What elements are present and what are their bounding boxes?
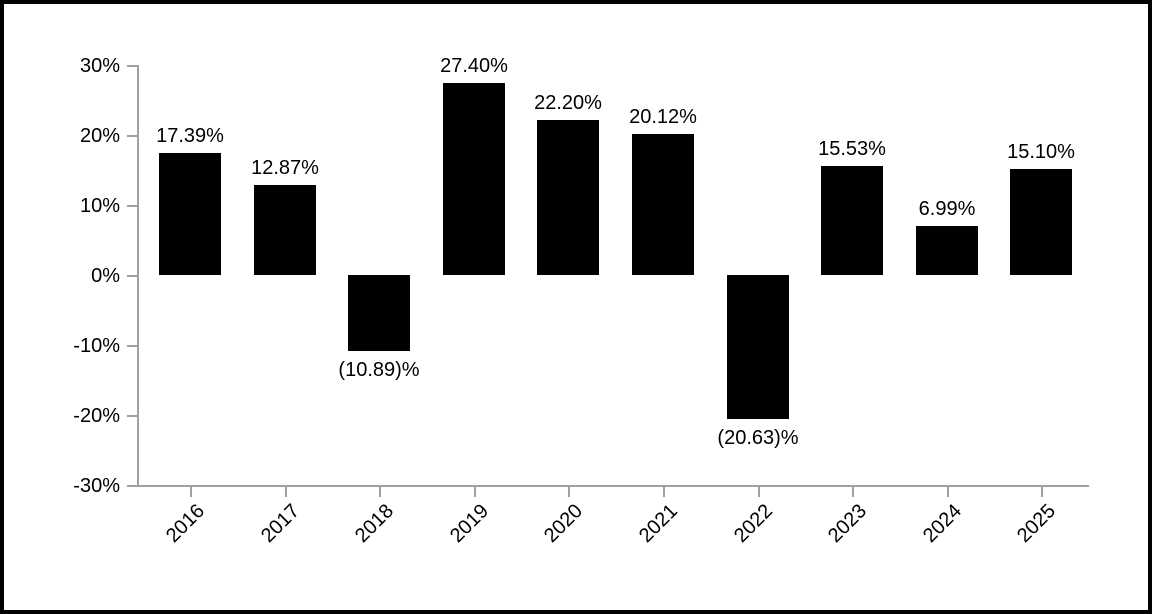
x-axis-tick-label: 2023: [823, 500, 871, 548]
bar-value-label: 15.10%: [1007, 141, 1075, 163]
y-axis-tick-label: 10%: [79, 195, 120, 217]
x-axis-tick: [285, 487, 287, 497]
x-axis-tick-label: 2021: [634, 500, 682, 548]
bar-value-label: 6.99%: [918, 198, 976, 220]
x-axis-tick-label: 2016: [161, 500, 209, 548]
x-axis-line: [137, 485, 1089, 487]
bar-value-label: 12.87%: [251, 157, 319, 179]
x-axis-tick: [568, 487, 570, 497]
x-axis-tick-label: 2022: [729, 500, 777, 548]
bar: [821, 166, 883, 275]
bar-value-label: 15.53%: [818, 138, 886, 160]
bar-value-label: 27.40%: [440, 55, 508, 77]
x-axis-tick-label: 2024: [918, 500, 966, 548]
y-axis-tick-label: 0%: [91, 265, 120, 287]
bar: [916, 226, 978, 275]
x-axis-tick: [474, 487, 476, 497]
y-axis-tick-label: 30%: [79, 55, 120, 77]
x-axis-tick-label: 2017: [256, 500, 304, 548]
bar: [159, 153, 221, 275]
y-axis-tick: [127, 415, 137, 417]
y-axis-tick-label: 20%: [79, 125, 120, 147]
bar-value-label: 20.12%: [629, 106, 697, 128]
y-axis-tick: [127, 65, 137, 67]
y-axis-tick-label: -20%: [73, 405, 120, 427]
y-axis-line: [137, 65, 139, 487]
y-axis-tick-label: -10%: [73, 335, 120, 357]
bar: [348, 275, 410, 351]
x-axis-tick: [1041, 487, 1043, 497]
x-axis-tick: [852, 487, 854, 497]
bar-value-label: (20.63)%: [717, 427, 799, 449]
y-axis-tick-label: -30%: [73, 475, 120, 497]
bar: [632, 134, 694, 275]
x-axis-tick: [379, 487, 381, 497]
bar: [1010, 169, 1072, 275]
x-axis-tick-label: 2025: [1012, 500, 1060, 548]
x-axis-tick-label: 2020: [539, 500, 587, 548]
y-axis-tick: [127, 345, 137, 347]
bar-value-label: 17.39%: [156, 125, 224, 147]
x-axis-tick: [947, 487, 949, 497]
bar: [727, 275, 789, 419]
bar-value-label: (10.89)%: [338, 359, 420, 381]
x-axis-tick-label: 2018: [350, 500, 398, 548]
bar-value-label: 22.20%: [534, 92, 602, 114]
x-axis-tick: [663, 487, 665, 497]
y-axis-tick: [127, 205, 137, 207]
bar: [254, 185, 316, 275]
y-axis-tick: [127, 275, 137, 277]
bar: [443, 83, 505, 275]
x-axis-tick-label: 2019: [445, 500, 493, 548]
x-axis-tick: [190, 487, 192, 497]
y-axis-tick: [127, 485, 137, 487]
bar: [537, 120, 599, 275]
y-axis-tick: [127, 135, 137, 137]
x-axis-tick: [758, 487, 760, 497]
